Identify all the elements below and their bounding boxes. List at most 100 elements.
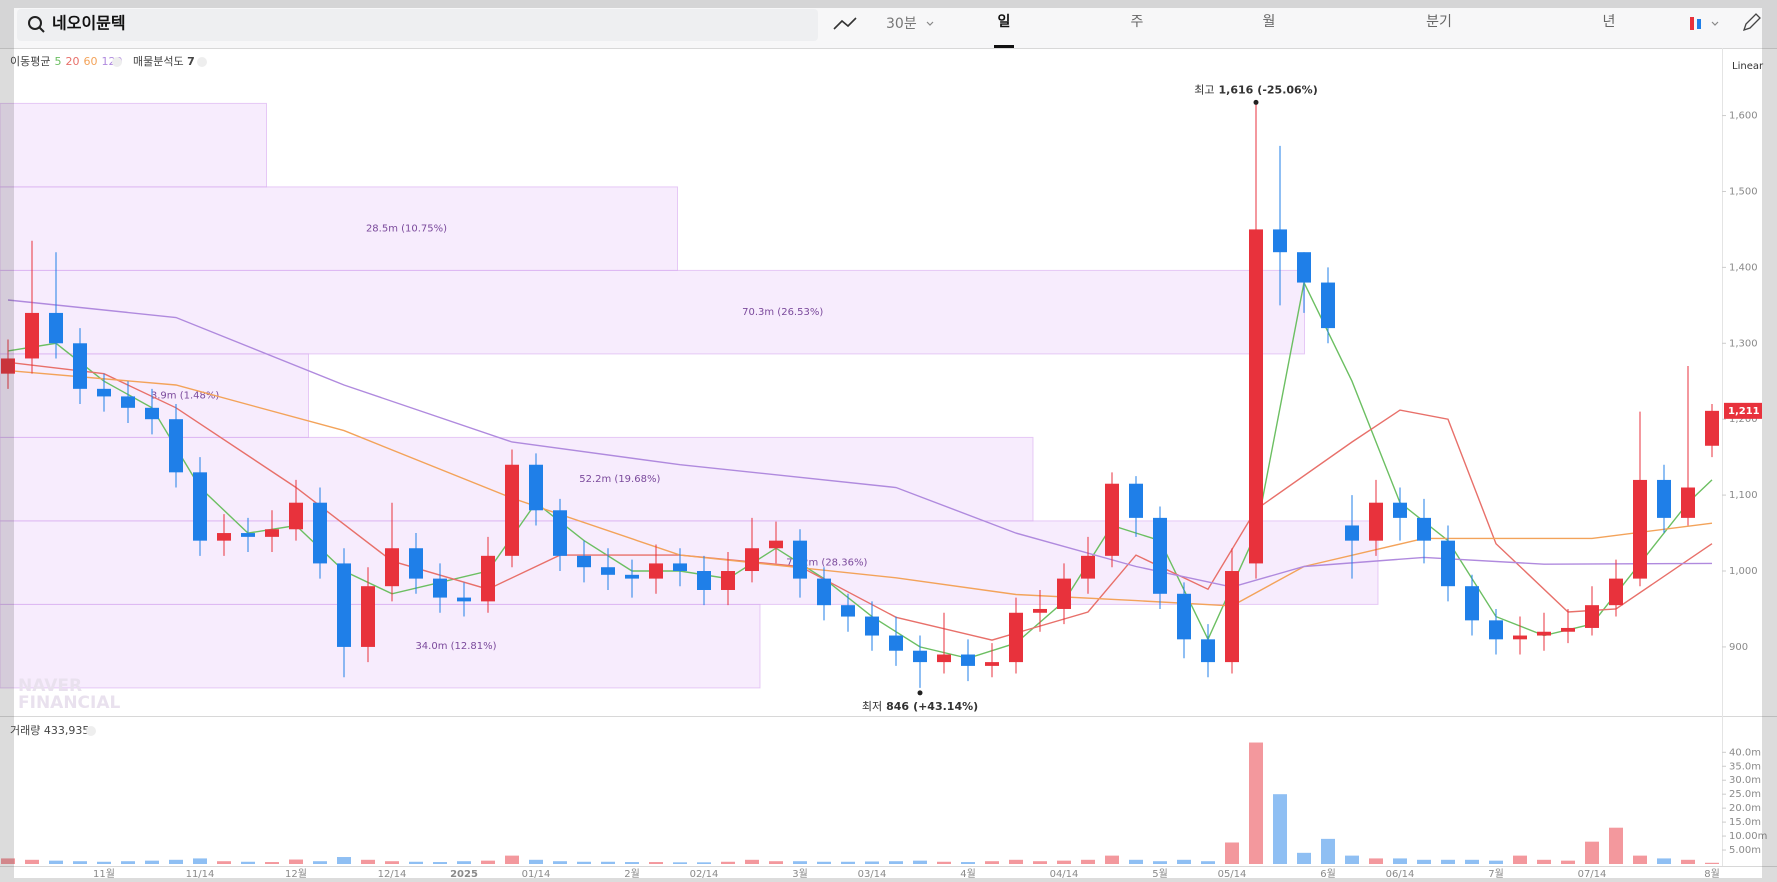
candle-body — [1225, 571, 1239, 663]
candle-body — [1033, 608, 1047, 613]
volume-bar — [337, 857, 351, 864]
interval-select[interactable]: 30분 — [886, 16, 917, 32]
frame-top — [14, 0, 1762, 8]
volume-bar — [745, 859, 759, 864]
profile-box — [0, 269, 1305, 355]
volume-bar — [1633, 855, 1647, 864]
x-tick-label: 2025 — [450, 869, 478, 880]
close-button[interactable] — [197, 57, 207, 67]
candle-body — [697, 571, 711, 590]
search-icon — [28, 16, 42, 30]
volume-bar — [1033, 861, 1047, 864]
close-button[interactable] — [112, 57, 122, 67]
scale-mode[interactable]: Linear — [1732, 61, 1764, 72]
period-tab[interactable]: 월 — [1263, 14, 1276, 30]
candle-body — [1273, 229, 1287, 253]
candle-body — [769, 540, 783, 549]
period-tabs: 일 주 월 분기 년 — [998, 14, 1616, 30]
volume-bar — [1297, 852, 1311, 864]
low-note-change: (+43.14%) — [913, 700, 978, 713]
period-tab[interactable]: 주 — [1131, 14, 1144, 30]
volume-bar — [913, 860, 927, 864]
x-tick-label: 5월 — [1152, 868, 1168, 880]
volume-bar — [1201, 861, 1215, 864]
candle-body — [865, 616, 879, 636]
candle-body — [529, 464, 543, 511]
candle-body — [265, 529, 279, 537]
period-tab[interactable]: 일 — [998, 14, 1011, 30]
low-note-label: 최저 — [862, 700, 882, 713]
x-tick-label: 12월 — [285, 868, 307, 880]
volume-bar — [721, 861, 735, 864]
candle-body — [361, 586, 375, 647]
volume-bar — [1057, 860, 1071, 864]
candle-body — [1609, 578, 1623, 606]
search-box[interactable] — [17, 9, 818, 41]
high-marker — [1253, 99, 1259, 105]
volume-bar — [25, 859, 39, 864]
volume-bar — [1177, 859, 1191, 864]
candle-body — [217, 533, 231, 541]
candle-body — [337, 563, 351, 647]
volume-tick-label: 35.0m — [1729, 761, 1761, 772]
candle-body — [241, 533, 255, 537]
profile-label: 3.9m (1.48%) — [151, 391, 219, 402]
volume-legend: 거래량 433,935 — [10, 724, 89, 737]
candle-body — [49, 312, 63, 344]
volume-bar — [1657, 858, 1671, 864]
volume-bar — [625, 862, 639, 864]
profile-label: 28.5m (10.75%) — [366, 224, 447, 235]
candle-body — [1393, 502, 1407, 518]
candles — [1, 103, 1719, 688]
candle-body — [1681, 487, 1695, 518]
candle-body — [1129, 483, 1143, 518]
candle-body — [721, 571, 735, 590]
x-tick-label: 6월 — [1320, 868, 1336, 880]
volume-bar — [73, 861, 87, 864]
candle-body — [1537, 631, 1551, 636]
annotations: 1,211 최고 1,616 (-25.06%) 최저 846 (+43.14%) — [862, 83, 1762, 713]
volume-bar — [961, 862, 975, 864]
volume-bar — [1489, 860, 1503, 864]
drawing-tool-icon[interactable] — [833, 17, 857, 30]
volume-bar — [817, 861, 831, 864]
candle-body — [409, 548, 423, 579]
candle-body — [889, 635, 903, 651]
candle-body — [1657, 479, 1671, 518]
volume-bar — [577, 861, 591, 864]
candle-body — [649, 563, 663, 579]
volume-title: 거래량 — [10, 724, 40, 737]
volume-bar — [793, 861, 807, 864]
x-tick-label: 8월 — [1704, 868, 1720, 880]
y-tick-label: 1,500 — [1729, 186, 1758, 197]
candle-body — [1513, 635, 1527, 640]
candle-body — [553, 510, 567, 556]
candle-body — [625, 574, 639, 579]
ma-legend-title: 이동평균 — [10, 55, 50, 68]
volume-bar — [241, 861, 255, 864]
volume-bar — [1681, 859, 1695, 864]
period-tab[interactable]: 분기 — [1426, 14, 1452, 30]
profile-legend: 매물분석도 7 — [133, 55, 195, 68]
volume-bar — [1273, 794, 1287, 864]
search-text[interactable]: 네오이뮨텍 — [52, 14, 126, 33]
volume-bar — [937, 861, 951, 864]
volume-bar — [769, 861, 783, 864]
watermark-line: FINANCIAL — [18, 693, 121, 713]
period-tab[interactable]: 년 — [1603, 14, 1616, 30]
y-tick-label: 1,100 — [1729, 490, 1758, 501]
candle-body — [793, 540, 807, 579]
chart-type-icon[interactable] — [1690, 17, 1694, 30]
volume-bar — [697, 862, 711, 864]
chart-type-icon[interactable] — [1697, 19, 1701, 29]
candle-body — [481, 555, 495, 602]
volume-tick-label: 5.00m — [1729, 845, 1761, 856]
volume-bar — [289, 859, 303, 864]
profile-count: 7 — [187, 55, 195, 68]
volume-bar — [505, 855, 519, 864]
close-button[interactable] — [86, 726, 96, 736]
edit-icon[interactable] — [1742, 13, 1761, 32]
profile-box — [0, 186, 678, 271]
volume-bar — [985, 861, 999, 864]
